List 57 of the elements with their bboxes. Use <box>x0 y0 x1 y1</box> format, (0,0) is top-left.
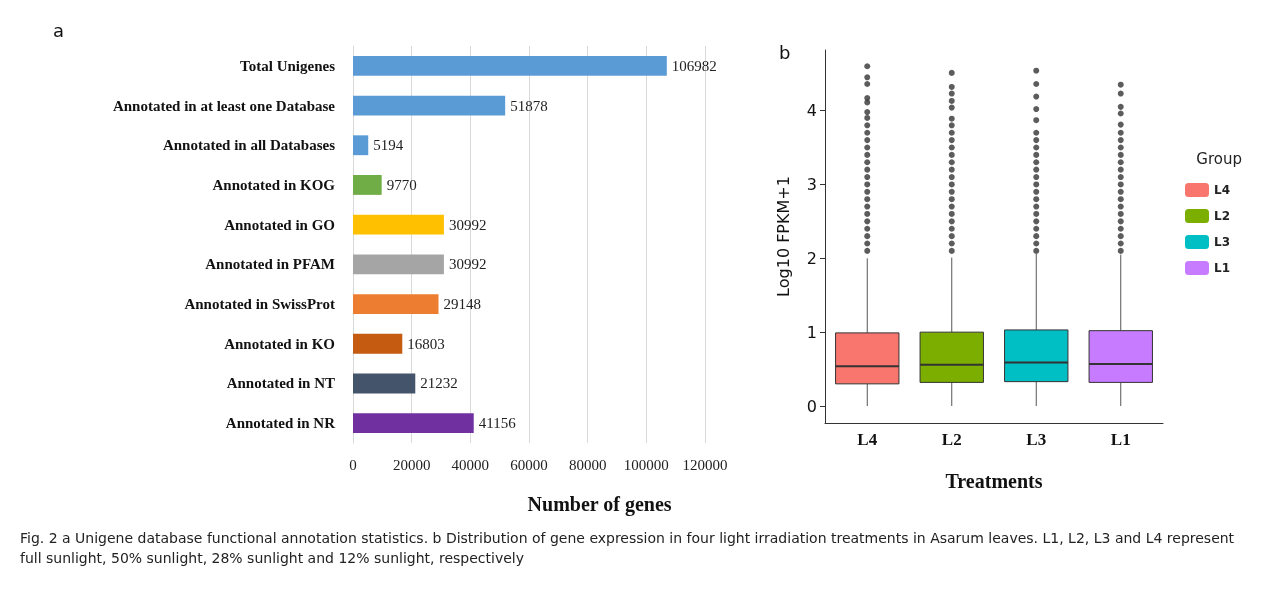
bar <box>353 55 667 76</box>
legend-title: Group <box>1196 149 1243 168</box>
chart-title: b <box>779 41 791 63</box>
caption: Fig. 2 a Unigene database functional annotation statistics. b Distribution of gene expression in four light irradiation treatments in Asarum leaves. L1, L2, L3 and L4 represent full sunlight, 50% sunlight, 28% sunlight and 12% sunlight, respectively <box>20 529 1236 568</box>
data-label: 51878 <box>510 97 548 114</box>
x-tick-label: 100000 <box>623 456 669 473</box>
x-tick-label: L2 <box>941 430 962 449</box>
data-label: 16803 <box>407 335 445 352</box>
legend-label: L3 <box>1214 235 1230 249</box>
y-tick-label: Total Unigenes <box>240 57 336 74</box>
bar <box>353 254 444 275</box>
x-tick-label: L3 <box>1026 430 1047 449</box>
data-label: 5194 <box>373 137 404 154</box>
bar <box>353 333 403 354</box>
y-tick-label: Annotated in KO <box>224 335 335 352</box>
data-label: 29148 <box>443 296 481 313</box>
data-label: 30992 <box>448 256 487 273</box>
legend-label: L4 <box>1214 183 1230 197</box>
x-tick-label: 0 <box>349 456 357 473</box>
x-tick-label: L4 <box>857 430 878 449</box>
x-axis-title: Treatments <box>945 470 1043 492</box>
y-tick-label: Annotated in GO <box>224 216 335 233</box>
bar <box>353 135 369 156</box>
data-label: 30992 <box>448 216 487 233</box>
y-tick-label: 0 <box>806 396 817 416</box>
data-label: 21232 <box>420 375 458 392</box>
y-tick-label: Annotated in SwissProt <box>184 296 335 313</box>
y-tick-label: Annotated in KOG <box>212 176 336 193</box>
y-tick-label: Annotated in NR <box>225 415 336 432</box>
bar <box>353 413 474 434</box>
data-label: 106982 <box>671 57 717 74</box>
text: a <box>53 19 65 41</box>
x-tick-label: 120000 <box>682 456 728 473</box>
bar <box>353 214 444 235</box>
bar <box>353 294 439 314</box>
data-label: 41156 <box>478 415 517 432</box>
x-tick-label: 60000 <box>510 456 548 473</box>
y-axis-title: Log10 FPKM+1 <box>773 176 793 297</box>
data-label: 9770 <box>386 176 417 193</box>
x-tick-label: 20000 <box>392 456 431 473</box>
y-tick-label: Annotated in at least one Database <box>112 97 336 114</box>
x-tick-label: L1 <box>1110 430 1131 449</box>
y-tick-label: Annotated in NT <box>226 375 335 392</box>
bar <box>353 175 382 195</box>
y-tick-label: 4 <box>806 101 817 121</box>
bar <box>353 95 506 116</box>
x-tick-label: 80000 <box>568 456 607 473</box>
legend-label: L1 <box>1214 261 1230 275</box>
y-tick-label: Annotated in all Databases <box>162 137 336 154</box>
x-tick-label: 40000 <box>451 456 490 473</box>
legend-label: L2 <box>1214 209 1230 223</box>
y-tick-label: 2 <box>806 248 817 268</box>
bar <box>353 373 416 394</box>
y-tick-label: 1 <box>806 322 817 342</box>
x-axis-title: Number of genes <box>527 493 672 516</box>
y-tick-label: 3 <box>806 174 817 194</box>
y-tick-label: Annotated in PFAM <box>205 256 335 273</box>
